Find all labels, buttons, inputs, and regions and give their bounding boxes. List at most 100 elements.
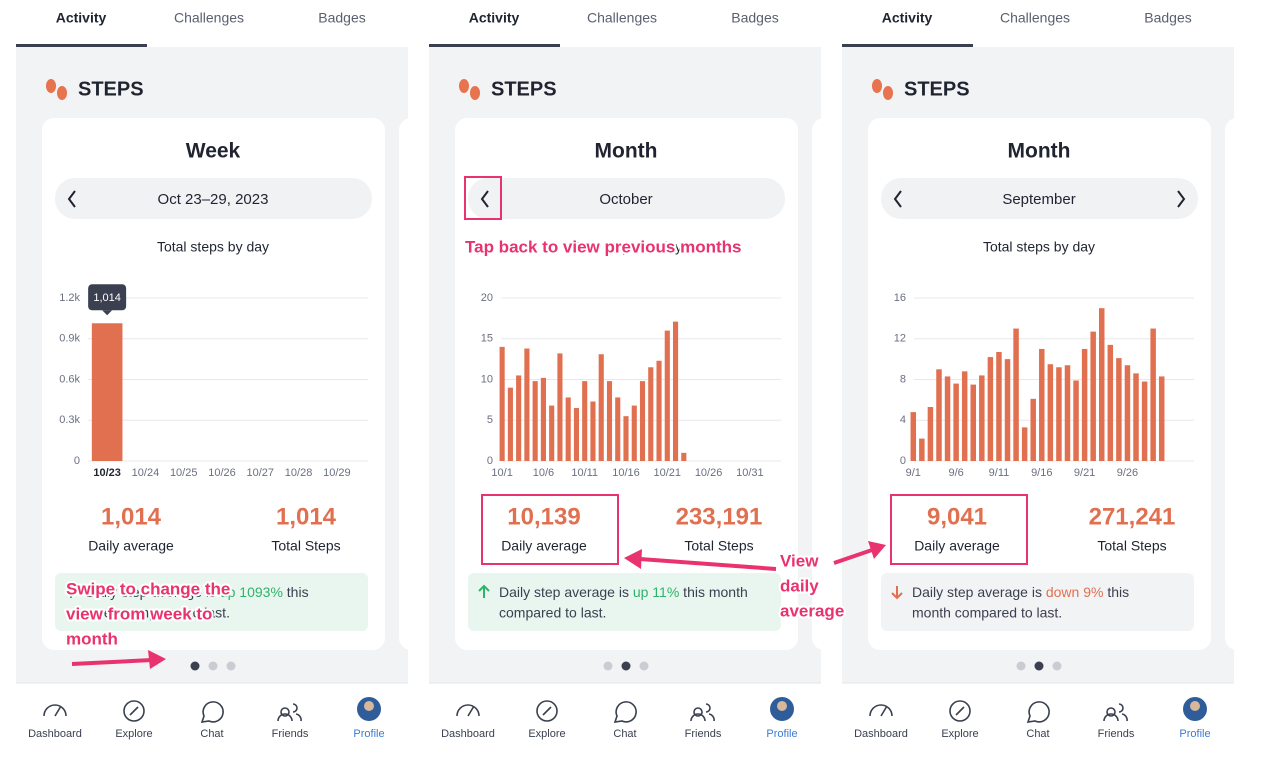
bottom-nav xyxy=(429,683,821,765)
stat-value: 10,139 xyxy=(507,503,580,530)
page-dot xyxy=(639,661,649,671)
back-button[interactable] xyxy=(67,190,76,208)
nav-label[interactable]: Chat xyxy=(613,728,636,740)
trend-icon xyxy=(891,586,903,600)
bar xyxy=(944,376,951,461)
tab[interactable]: Badges xyxy=(1144,10,1191,26)
x-tick-label: 10/16 xyxy=(612,467,640,479)
nav-label[interactable]: Profile xyxy=(766,728,797,740)
x-tick-label: 9/21 xyxy=(1074,467,1095,479)
bar xyxy=(970,384,976,461)
y-tick-label: 15 xyxy=(481,333,493,345)
note-text: week compared to last. xyxy=(85,605,230,621)
tab[interactable]: Activity xyxy=(882,10,933,26)
arrow-head xyxy=(148,650,166,669)
bar xyxy=(910,412,917,461)
icon xyxy=(883,86,893,100)
bar xyxy=(672,321,679,461)
tab[interactable]: Badges xyxy=(318,10,365,26)
bar xyxy=(540,377,546,461)
nav-label[interactable]: Profile xyxy=(353,728,384,740)
chart-title: Total steps by day xyxy=(983,239,1095,255)
note-text: Daily step average is up 1093% this xyxy=(86,584,309,600)
arrow-head xyxy=(868,541,886,559)
bar xyxy=(1150,328,1156,461)
tab[interactable]: Challenges xyxy=(174,10,244,26)
y-tick-label: 10 xyxy=(481,373,493,385)
card xyxy=(42,118,385,650)
bar xyxy=(648,367,654,461)
x-tick-label: 10/29 xyxy=(323,467,351,479)
x-tick-label: 9/16 xyxy=(1031,467,1052,479)
nav-label[interactable]: Dashboard xyxy=(28,728,82,740)
tab[interactable]: Badges xyxy=(731,10,778,26)
tab[interactable]: Activity xyxy=(469,10,520,26)
nav-label[interactable]: Profile xyxy=(1179,728,1210,740)
x-tick-label: 10/28 xyxy=(285,467,313,479)
nav-label[interactable]: Friends xyxy=(1098,728,1135,740)
y-tick-label: 8 xyxy=(900,373,906,385)
bar xyxy=(590,401,596,461)
note-text: this xyxy=(283,584,309,600)
page-dot xyxy=(226,661,236,671)
nav-label[interactable]: Dashboard xyxy=(854,728,908,740)
icon xyxy=(470,86,480,100)
bar xyxy=(1039,348,1045,461)
back-button[interactable] xyxy=(893,190,902,208)
tab[interactable]: Activity xyxy=(56,10,107,26)
annotations: Swipe to change the view from week to mo… xyxy=(64,176,1028,669)
nav-label[interactable]: Friends xyxy=(272,728,309,740)
bar xyxy=(1158,376,1165,461)
nav-label[interactable]: Friends xyxy=(685,728,722,740)
bar xyxy=(623,416,629,461)
bar xyxy=(664,330,670,461)
y-tick-label: 0 xyxy=(900,455,906,467)
section-title: STEPS xyxy=(78,78,144,100)
nav-label[interactable]: Chat xyxy=(1026,728,1049,740)
nav-label[interactable]: Explore xyxy=(115,728,152,740)
page-dot xyxy=(621,661,631,671)
stat-value: 1,014 xyxy=(101,503,162,530)
note-text: Daily step average is up 11% this month xyxy=(499,584,748,600)
nav-label[interactable]: Chat xyxy=(200,728,223,740)
highlight-box xyxy=(481,494,619,565)
next-button[interactable] xyxy=(1177,190,1186,208)
tab[interactable]: Challenges xyxy=(587,10,657,26)
page-dot xyxy=(190,661,200,671)
note-box xyxy=(468,573,781,631)
card-title: Month xyxy=(1008,140,1071,163)
nav-label[interactable]: Explore xyxy=(941,728,978,740)
bottom-nav xyxy=(16,683,408,765)
x-tick-label: 9/1 xyxy=(906,467,921,479)
annotation: Swipe to change the xyxy=(66,579,230,598)
stat-value: 271,241 xyxy=(1089,503,1176,530)
note-change: down 9% xyxy=(1046,584,1104,600)
period-label: October xyxy=(599,191,652,208)
x-tick-label: 10/11 xyxy=(571,467,598,479)
note-change: up 1093% xyxy=(220,584,283,600)
annotation: average xyxy=(780,601,844,620)
icon xyxy=(872,79,882,93)
nav-icon xyxy=(536,700,558,722)
x-tick-label: 9/11 xyxy=(989,467,1010,479)
y-tick-label: 0 xyxy=(74,455,80,467)
avatar-face xyxy=(1190,701,1200,711)
card-title: Month xyxy=(595,140,658,163)
bar xyxy=(681,452,687,461)
tab-bar xyxy=(842,0,1234,47)
tab[interactable]: Challenges xyxy=(1000,10,1070,26)
bar xyxy=(532,381,538,461)
bar xyxy=(1124,365,1131,461)
bar xyxy=(1064,365,1071,461)
bar xyxy=(936,369,942,461)
back-button[interactable] xyxy=(480,190,489,208)
phone-panel: Activity Challenges Badges STEPS Month Octobe… xyxy=(429,0,842,765)
bar xyxy=(656,360,662,461)
section-title: STEPS xyxy=(491,78,557,100)
bar xyxy=(996,351,1002,461)
nav-label[interactable]: Explore xyxy=(528,728,565,740)
panels: Activity Challenges Badges STEPS Week Oct 23–… xyxy=(16,0,1255,765)
stat-label: Daily average xyxy=(88,538,174,554)
nav-label[interactable]: Dashboard xyxy=(441,728,495,740)
stat-label: Total Steps xyxy=(684,538,753,554)
